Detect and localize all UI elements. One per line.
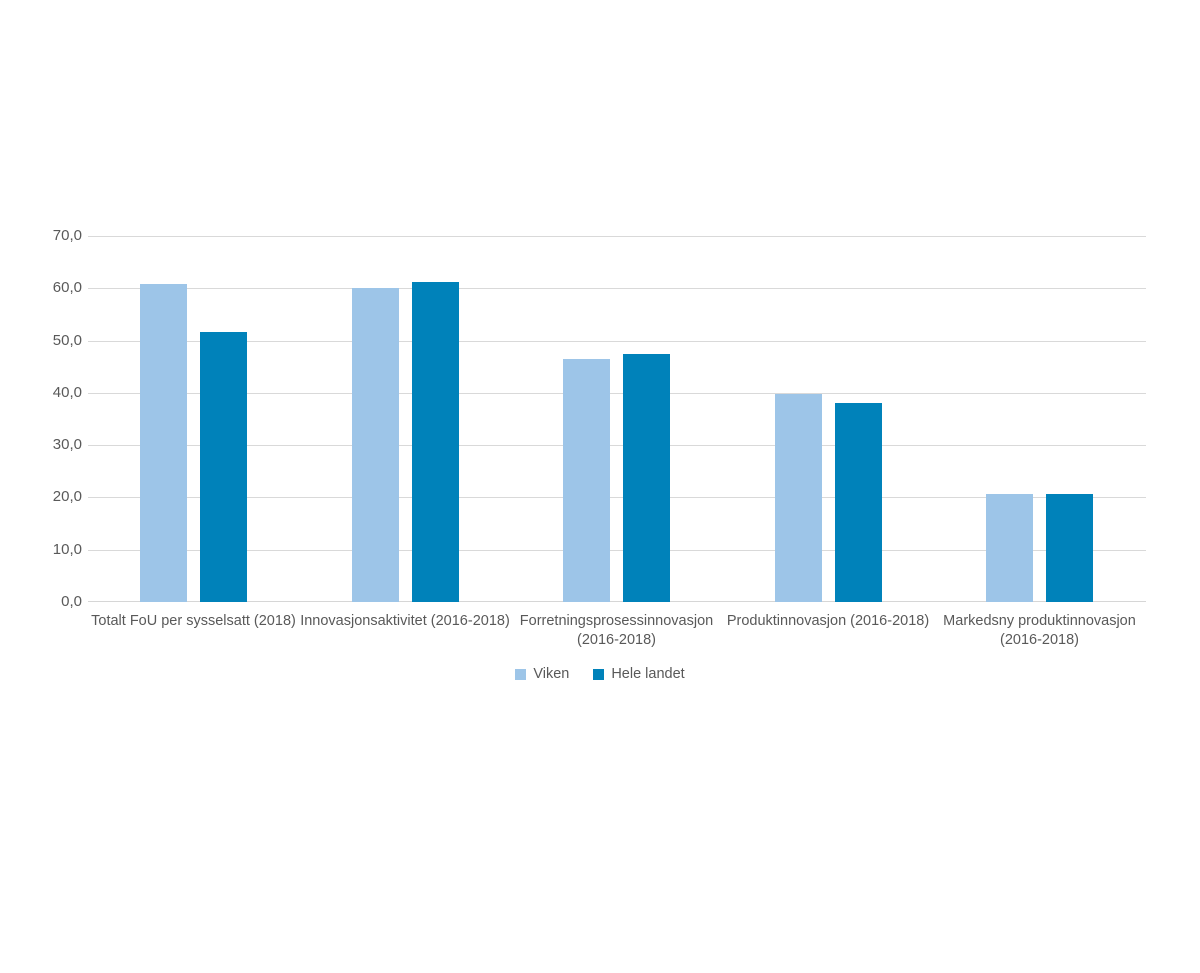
- legend-item-viken: Viken: [515, 666, 569, 682]
- y-tick-label: 0,0: [61, 593, 82, 610]
- bar-group: [986, 236, 1093, 602]
- bar-hele-landet: [200, 331, 247, 602]
- bar-viken: [986, 493, 1033, 602]
- gridline: [88, 236, 1146, 237]
- legend-label-viken: Viken: [533, 666, 570, 682]
- y-tick-label: 40,0: [52, 383, 82, 401]
- y-tick-label: 70,0: [52, 227, 82, 244]
- legend: Viken Hele landet: [0, 666, 1200, 682]
- y-tick-label: 50,0: [52, 331, 82, 349]
- y-tick-label: 20,0: [52, 488, 82, 506]
- bar-group: [774, 236, 882, 602]
- gridline: [88, 497, 1146, 498]
- category-label: Forretningsprosessinnovasjon (2016-2018): [519, 613, 714, 648]
- gridline: [88, 341, 1146, 342]
- category-label: Totalt FoU per sysselsatt (2018): [91, 613, 296, 629]
- y-tick-label: 60,0: [52, 279, 82, 297]
- legend-swatch-viken: [515, 668, 527, 680]
- legend-item-hele-landet: Hele landet: [593, 666, 685, 682]
- legend-label-hele-landet: Hele landet: [611, 666, 685, 682]
- category-label: Innovasjonsaktivitet (2016-2018): [300, 613, 510, 629]
- plot-area: [88, 236, 1146, 602]
- bar-group: [563, 236, 670, 602]
- bar-group: [140, 236, 247, 602]
- bar-viken: [563, 359, 610, 602]
- category-label: Markedsny produktinnovasjon (2016-2018): [943, 613, 1136, 648]
- y-tick-label: 10,0: [52, 540, 82, 558]
- bar-viken: [351, 288, 399, 602]
- bar-hele-landet: [623, 354, 670, 602]
- gridline: [88, 445, 1146, 446]
- gridline: [88, 288, 1146, 289]
- x-axis-line: [88, 601, 1146, 602]
- bar-group: [351, 236, 459, 602]
- bar-viken: [774, 393, 822, 602]
- gridline: [88, 550, 1146, 551]
- bar-hele-landet: [411, 282, 459, 602]
- bar-hele-landet: [834, 402, 882, 602]
- category-label: Produktinnovasjon (2016-2018): [726, 613, 930, 629]
- gridline: [88, 393, 1146, 394]
- y-tick-label: 30,0: [52, 436, 82, 454]
- bar-viken: [140, 284, 187, 602]
- legend-swatch-hele-landet: [593, 668, 605, 680]
- bar-hele-landet: [1046, 494, 1093, 602]
